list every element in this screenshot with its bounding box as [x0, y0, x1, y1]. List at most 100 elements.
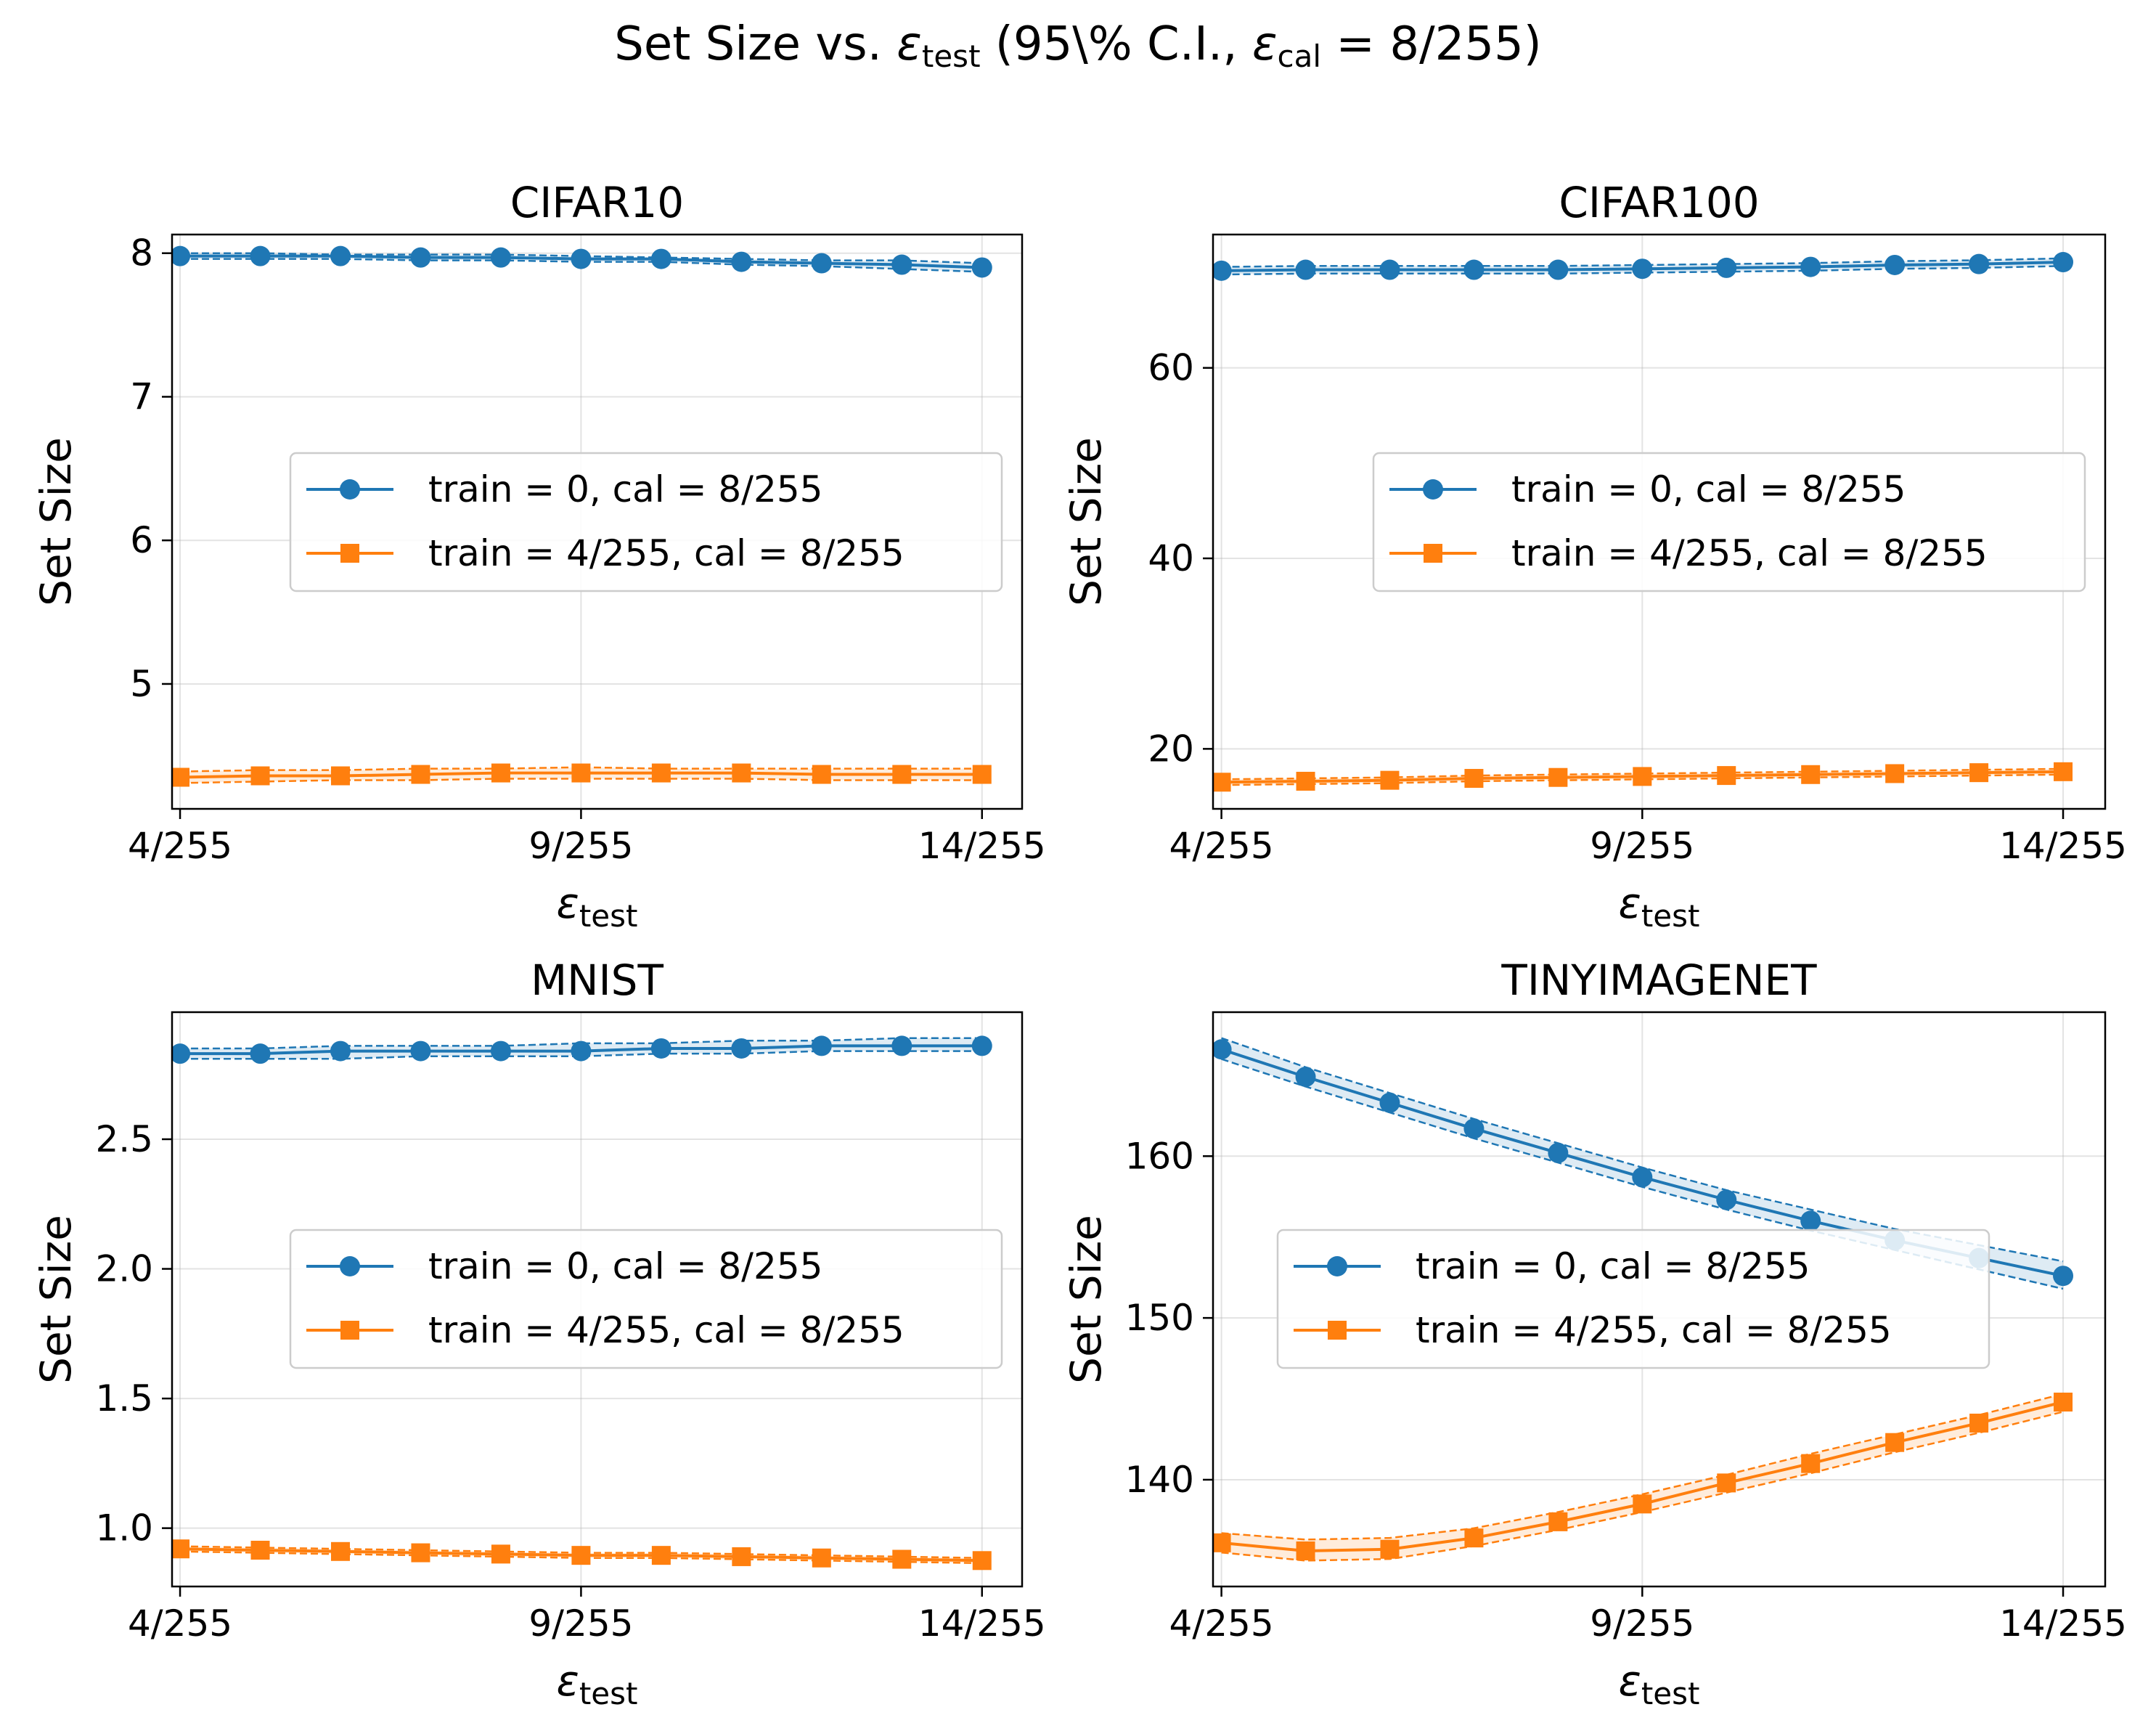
- figure-title: Set Size vs. εtest (95\% C.I., εcal = 8/…: [614, 17, 1542, 74]
- data-point: [571, 1040, 592, 1062]
- data-point: [811, 253, 832, 274]
- legend-label: train = 0, cal = 8/255: [428, 468, 822, 510]
- data-point: [330, 245, 351, 266]
- y-axis-label: Set Size: [31, 437, 81, 606]
- y-tick-label: 6: [130, 519, 153, 561]
- x-tick-label: 9/255: [528, 825, 633, 867]
- y-tick-label: 60: [1148, 347, 1194, 389]
- x-tick-label: 9/255: [1590, 1602, 1694, 1645]
- y-tick-label: 1.5: [95, 1377, 153, 1419]
- data-point: [1213, 1533, 1231, 1552]
- x-tick-label: 4/255: [1169, 1602, 1274, 1645]
- data-point: [1463, 1118, 1485, 1139]
- axes-frame: [1212, 233, 2107, 810]
- data-point: [330, 1541, 350, 1561]
- data-point: [1379, 1092, 1400, 1113]
- data-point: [250, 1541, 270, 1560]
- data-point: [571, 248, 592, 269]
- y-axis-label: Set Size: [31, 1215, 81, 1384]
- chart-panel-mnist: 4/255 9/255 14/255 1.0 1.5 2.0 2.5 MNIST εtest Se…: [31, 956, 1046, 1711]
- data-point: [571, 1546, 591, 1565]
- data-point: [892, 1549, 912, 1569]
- y-tick-label: 5: [130, 663, 153, 705]
- panel-title: MNIST: [531, 956, 663, 1005]
- axes-frame: [1212, 1011, 2107, 1588]
- data-point: [1717, 766, 1736, 786]
- legend: train = 0, cal = 8/255 train = 4/255, cal…: [289, 452, 1003, 592]
- data-point: [1295, 259, 1316, 280]
- x-tick-label: 14/255: [1999, 1602, 2127, 1645]
- title-cal-epsilon-symbol: ε: [1252, 17, 1278, 71]
- data-point: [172, 245, 191, 266]
- data-point: [491, 1544, 510, 1564]
- y-tick-label: 2.0: [95, 1248, 153, 1290]
- data-point: [650, 248, 671, 269]
- chart-panels: 4/255 9/255 14/255 5 6 7 8 CIFAR10 εtest Set Size…: [31, 178, 2127, 1711]
- data-point: [651, 763, 671, 783]
- data-point: [732, 763, 751, 783]
- data-point: [491, 763, 510, 783]
- title-epsilon-symbol: ε: [897, 17, 922, 71]
- data-point: [1463, 259, 1485, 280]
- x-tick-label: 9/255: [1590, 825, 1694, 867]
- data-point: [1885, 254, 1906, 275]
- data-point: [410, 247, 431, 268]
- data-point: [1213, 773, 1231, 792]
- legend-marker: [340, 544, 359, 563]
- panel-title: TINYIMAGENET: [1500, 956, 1817, 1005]
- legend-marker: [340, 1256, 360, 1276]
- legend-label: train = 4/255, cal = 8/255: [428, 1309, 905, 1351]
- legend-box: [289, 1229, 1003, 1369]
- y-tick-label: 40: [1148, 537, 1194, 579]
- x-axis-label: εtest: [1618, 1656, 1699, 1711]
- data-point: [1380, 770, 1400, 790]
- legend-marker: [340, 479, 360, 500]
- ci-upper-line: [1221, 1393, 2064, 1541]
- data-point: [1464, 769, 1484, 789]
- data-point: [972, 1551, 992, 1571]
- legend-marker: [1424, 544, 1442, 563]
- ci-lower-line: [180, 1050, 982, 1060]
- x-axis-label: εtest: [556, 1656, 637, 1711]
- data-point: [1800, 256, 1821, 277]
- ci-lower-line: [180, 258, 982, 273]
- legend-marker: [1423, 479, 1443, 500]
- data-point: [2054, 762, 2073, 781]
- x-tick-label: 14/255: [918, 1602, 1046, 1645]
- y-tick-label: 2.5: [95, 1118, 153, 1160]
- ci-lower-line: [180, 1550, 982, 1565]
- data-point: [490, 1040, 511, 1062]
- data-point: [490, 247, 511, 268]
- data-point: [1885, 764, 1905, 783]
- panel-title: CIFAR10: [510, 178, 684, 227]
- ci-upper-line: [180, 1545, 982, 1559]
- data-point: [1295, 1067, 1316, 1088]
- x-tick-label: 14/255: [918, 825, 1046, 867]
- panel-title: CIFAR100: [1559, 178, 1759, 227]
- data-point: [1380, 1539, 1400, 1559]
- legend-marker: [1327, 1256, 1347, 1276]
- data-point: [172, 1043, 191, 1064]
- data-point: [732, 1547, 751, 1566]
- data-point: [972, 765, 992, 784]
- data-point: [1716, 257, 1737, 278]
- data-point: [1717, 1473, 1736, 1493]
- data-point: [651, 1546, 671, 1565]
- chart-panel-tinyimagenet: 4/255 9/255 14/255 140 150 160 TINYIMAGENET εte…: [1061, 956, 2127, 1711]
- data-point: [1885, 1433, 1905, 1452]
- data-point: [812, 765, 831, 784]
- legend: train = 0, cal = 8/255 train = 4/255, cal…: [289, 1229, 1003, 1369]
- data-point: [411, 765, 430, 784]
- chart-panel-cifar10: 4/255 9/255 14/255 5 6 7 8 CIFAR10 εtest Set Size…: [31, 178, 1046, 934]
- data-point: [172, 1539, 190, 1559]
- legend-marker: [1328, 1321, 1347, 1340]
- x-axis-label: εtest: [1618, 879, 1699, 934]
- data-point: [650, 1038, 671, 1059]
- data-point: [971, 1035, 992, 1056]
- plot-area: [172, 245, 992, 787]
- data-point: [971, 257, 992, 278]
- data-point: [1801, 765, 1821, 784]
- data-point: [250, 245, 271, 266]
- data-point: [1548, 1512, 1568, 1531]
- data-point: [892, 765, 912, 784]
